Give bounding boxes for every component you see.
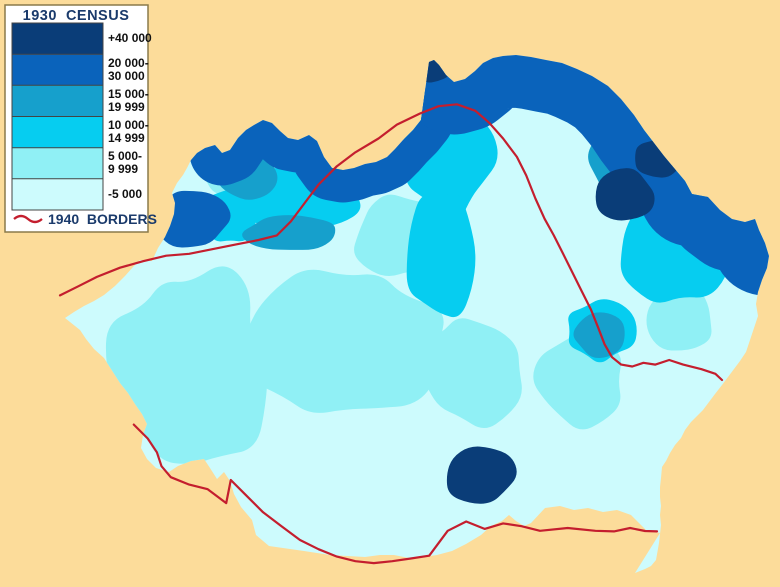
svg-text:10 000-: 10 000- xyxy=(108,118,149,132)
svg-text:15 000-: 15 000- xyxy=(108,87,149,101)
svg-text:1930 CENSUS: 1930 CENSUS xyxy=(23,8,130,24)
svg-text:9 999: 9 999 xyxy=(108,162,138,176)
svg-text:-5 000: -5 000 xyxy=(108,187,142,201)
svg-text:14 999: 14 999 xyxy=(108,131,145,145)
svg-text:20 000-: 20 000- xyxy=(108,56,149,70)
svg-text:+40 000: +40 000 xyxy=(108,31,152,45)
svg-text:5 000-: 5 000- xyxy=(108,149,142,163)
svg-text:19 999: 19 999 xyxy=(108,100,145,114)
svg-text:1940 BORDERS: 1940 BORDERS xyxy=(48,211,157,227)
svg-text:30 000: 30 000 xyxy=(108,69,145,83)
